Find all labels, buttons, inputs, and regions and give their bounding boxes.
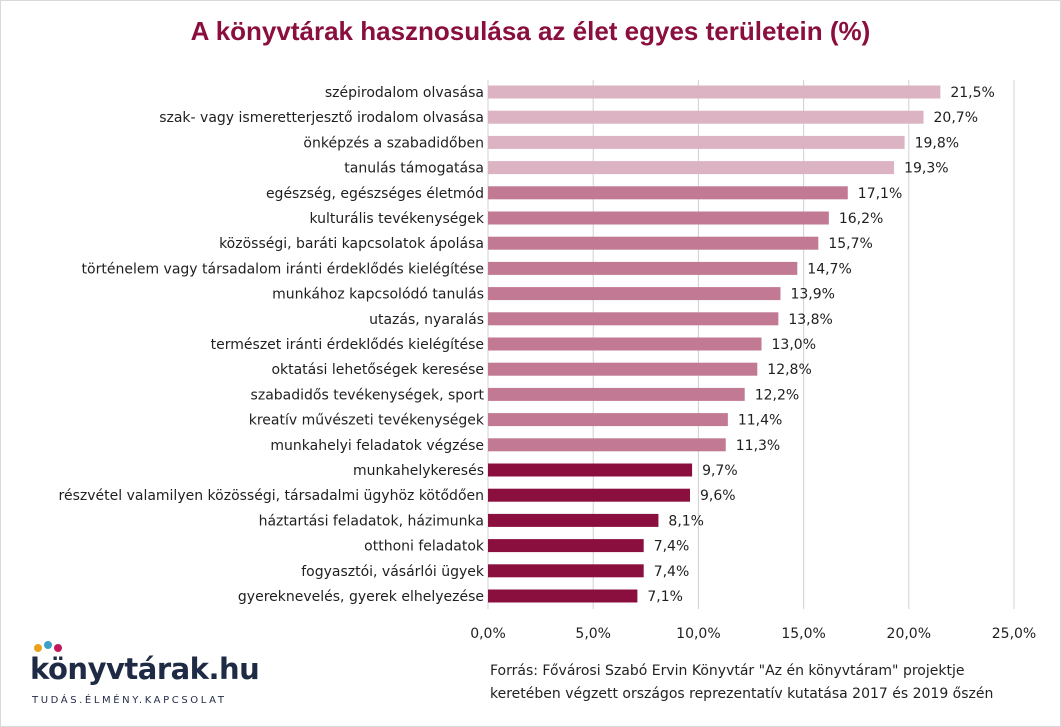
bar [488,211,829,225]
bar [488,589,638,603]
category-label: szabadidős tevékenységek, sport [251,387,485,403]
category-label: történelem vagy társadalom iránti érdekl… [82,261,484,277]
value-label: 19,8% [915,135,959,151]
category-label: gyereknevelés, gyerek elhelyezése [238,589,484,605]
bar [488,564,644,578]
x-tick-label: 10,0% [676,626,720,642]
bar [488,110,924,124]
category-label: egészség, egészséges életmód [266,186,484,202]
x-tick-label: 5,0% [575,626,611,642]
bar [488,186,848,200]
logo-tagline: TUDÁS.ÉLMÉNY.KAPCSOLAT [32,695,227,706]
value-label: 16,2% [839,211,883,227]
value-label: 7,4% [654,539,690,555]
bar [488,488,690,502]
value-label: 17,1% [858,186,902,202]
category-label: otthoni feladatok [364,539,485,555]
logo: könyvtárak.hu TUDÁS.ÉLMÉNY.KAPCSOLAT [30,640,260,715]
bar [488,261,798,275]
category-label: munkahelyi feladatok végzése [270,438,484,454]
value-label: 7,1% [647,589,683,605]
category-label: fogyasztói, vásárlói ügyek [301,564,485,580]
category-label: kreatív művészeti tevékenységek [249,413,485,429]
category-label: önképzés a szabadidőben [303,135,484,151]
value-label: 19,3% [904,161,948,177]
bar [488,236,819,250]
value-label: 13,8% [788,312,832,328]
value-label: 15,7% [828,236,872,252]
x-tick-label: 15,0% [781,626,825,642]
bar [488,135,905,149]
bar [488,161,895,175]
bar [488,413,728,427]
x-tick-label: 20,0% [887,626,931,642]
logo-text: könyvtárak.hu [30,652,260,686]
category-label: oktatási lehetőségek keresése [271,362,484,378]
logo-dots-icon [34,641,62,652]
value-label: 12,8% [767,362,811,378]
bar [488,463,693,477]
category-label: szak- vagy ismeretterjesztő irodalom olv… [159,110,484,126]
value-label: 20,7% [934,110,978,126]
x-tick-label: 0,0% [470,626,506,642]
category-label: munkához kapcsolódó tanulás [272,287,484,303]
category-label: közösségi, baráti kapcsolatok ápolása [219,236,484,252]
bar [488,337,762,351]
chart-title: A könyvtárak hasznosulása az élet egyes … [190,16,871,46]
bar [488,513,659,527]
category-label: háztartási feladatok, házimunka [259,513,484,529]
value-label: 7,4% [654,564,690,580]
value-label: 11,3% [736,438,780,454]
bar [488,362,758,376]
value-label: 8,1% [668,513,704,529]
source-line-2: keretében végzett országos reprezentatív… [490,686,994,702]
value-label: 14,7% [807,261,851,277]
value-label: 9,7% [702,463,738,479]
category-label: szépirodalom olvasása [325,85,484,101]
bar [488,387,745,401]
x-tick-label: 25,0% [992,626,1036,642]
category-label: tanulás támogatása [344,161,484,177]
bar [488,85,941,99]
category-label: részvétel valamilyen közösségi, társadal… [59,488,484,504]
source-note: Forrás: Fővárosi Szabó Ervin Könyvtár "A… [490,660,1050,706]
bar [488,539,644,553]
category-label: természet iránti érdeklődés kielégítése [211,337,484,353]
value-label: 13,0% [772,337,816,353]
value-label: 13,9% [790,287,834,303]
category-label: munkahelykeresés [353,463,484,479]
bar [488,438,726,452]
value-label: 9,6% [700,488,736,504]
category-label: utazás, nyaralás [369,312,484,328]
bar [488,312,779,326]
value-label: 21,5% [950,85,994,101]
bar [488,287,781,301]
category-label: kulturális tevékenységek [309,211,484,227]
source-line-1: Forrás: Fővárosi Szabó Ervin Könyvtár "A… [490,663,965,679]
value-label: 11,4% [738,413,782,429]
value-label: 12,2% [755,387,799,403]
